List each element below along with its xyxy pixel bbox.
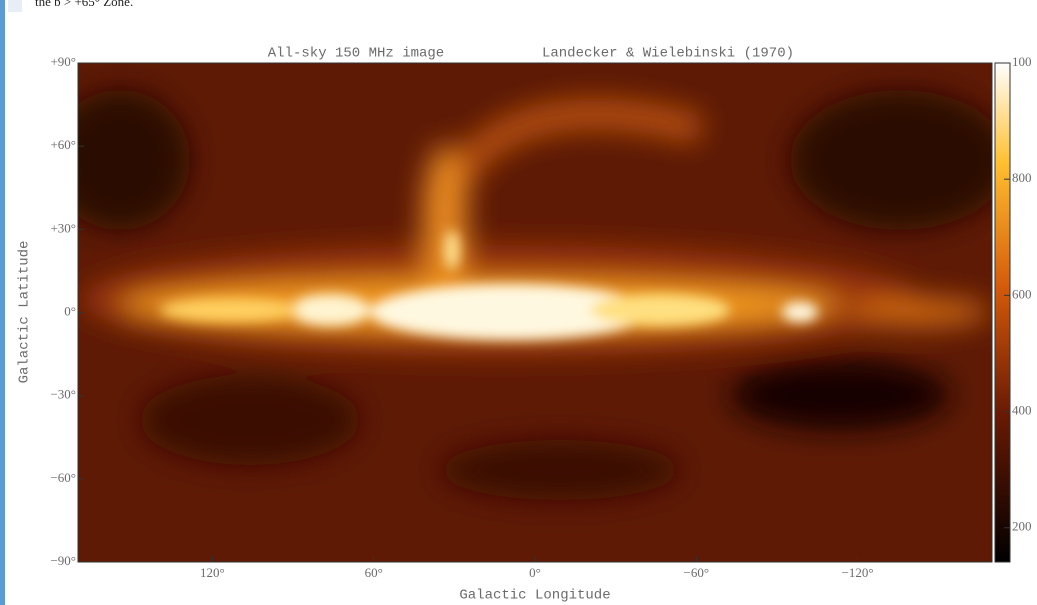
icon	[8, 0, 22, 12]
y-tick-label: −90°	[50, 553, 76, 568]
x-tick-label: 0°	[529, 565, 541, 580]
sky-map	[50, 63, 1010, 562]
y-tick-label: −30°	[50, 387, 76, 402]
y-tick-label: +60°	[50, 137, 76, 152]
chart-title: All-sky 150 MHz image	[268, 46, 444, 62]
x-tick-label: 120°	[200, 565, 225, 580]
y-tick-label: +30°	[50, 220, 76, 235]
screenshot: the b > +65° Zone. All-sky 150 MHz image…	[0, 0, 1037, 605]
colorbar-tick-label: 800	[1012, 170, 1032, 185]
x-tick-label: −60°	[684, 565, 710, 580]
colorbar	[995, 63, 1010, 562]
colorbar-tick-label: 200	[1012, 519, 1032, 534]
x-tick-label: −120°	[842, 565, 874, 580]
y-tick-label: 0°	[64, 303, 76, 318]
x-axis-label: Galactic Longitude	[459, 588, 610, 604]
chart-subtitle: Landecker & Wielebinski (1970)	[542, 46, 794, 62]
y-tick-label: −60°	[50, 470, 76, 485]
x-tick-label: 60°	[365, 565, 383, 580]
header-text: the b > +65° Zone.	[35, 0, 133, 9]
colorbar-tick-label: 100	[1012, 54, 1032, 69]
page: {"header": {"text": "the b > +65° Zone."…	[0, 0, 1037, 605]
window-border	[0, 0, 5, 605]
y-axis-label: Galactic Latitude	[17, 241, 33, 384]
y-tick-label: +90°	[50, 54, 76, 69]
colorbar-tick-label: 600	[1012, 286, 1032, 301]
colorbar-tick-label: 400	[1012, 403, 1032, 418]
